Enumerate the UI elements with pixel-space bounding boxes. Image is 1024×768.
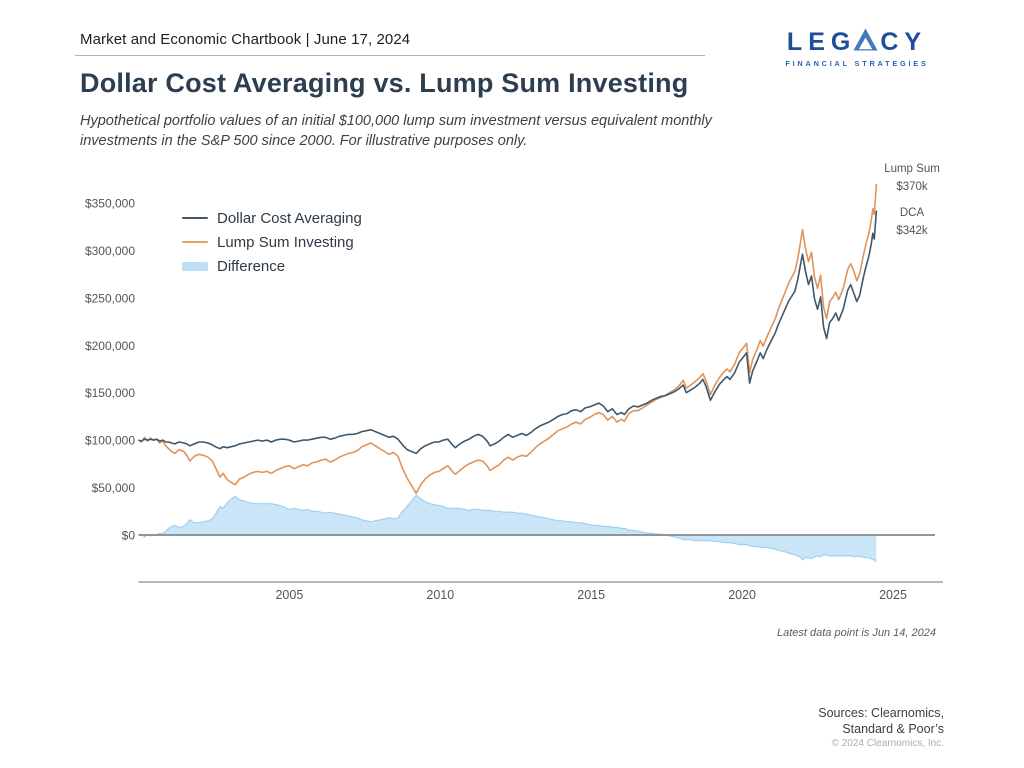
page-subtitle: Hypothetical portfolio values of an init…: [80, 113, 712, 149]
y-axis-label: $300,000: [85, 244, 135, 258]
dca-line: [138, 210, 878, 455]
page-title: Dollar Cost Averaging vs. Lump Sum Inves…: [80, 68, 689, 98]
latest-data-note: Latest data point is Jun 14, 2024: [776, 627, 936, 639]
x-axis-label: 2015: [577, 588, 605, 602]
chart-canvas: $350,000 $300,000 $250,000 $200,000 $150,000…: [85, 183, 943, 602]
y-axis-label: $350,000: [85, 196, 135, 210]
dca-annotation-label: DCA: [899, 207, 925, 219]
legend-item-difference: Difference: [182, 254, 362, 278]
logo-wordmark: LEG CY: [781, 28, 933, 56]
y-axis-label: $200,000: [85, 339, 135, 353]
difference-edge: [138, 494, 877, 563]
logo-text-end: CY: [880, 27, 928, 56]
legend-label: Difference: [217, 257, 286, 275]
lump-sum-annotation-label: Lump Sum: [884, 163, 940, 175]
legend-item-dca: Dollar Cost Averaging: [182, 206, 362, 230]
y-axis-label: $150,000: [85, 386, 135, 400]
difference-area-swatch: [182, 261, 208, 271]
lump-sum-line: [138, 183, 878, 495]
copyright-text: © 2024 Clearnomics, Inc.: [831, 738, 944, 749]
sources-text: Sources: Clearnomics, Standard & Poor’s: [700, 705, 944, 737]
sources-line2: Standard & Poor’s: [842, 722, 944, 736]
difference-area: [138, 495, 877, 562]
lump-sum-annotation-value: $370k: [896, 180, 928, 193]
header-divider: [75, 55, 705, 56]
chart-legend: Dollar Cost Averaging Lump Sum Investing…: [182, 206, 362, 278]
legend-item-lump-sum: Lump Sum Investing: [182, 230, 362, 254]
logo-triangle-icon: [853, 28, 878, 56]
lump-sum-annotation: Lump Sum $370k: [874, 161, 950, 197]
legend-label: Lump Sum Investing: [217, 233, 354, 251]
x-axis-label: 2020: [728, 588, 756, 602]
legacy-logo: LEG CY FINANCIAL STRATEGIES: [781, 28, 933, 68]
y-axis-label: $0: [122, 529, 136, 543]
y-axis-label: $50,000: [92, 481, 136, 495]
lump-sum-line-swatch: [182, 240, 208, 244]
legend-label: Dollar Cost Averaging: [217, 209, 362, 227]
dca-annotation: DCA $342k: [874, 205, 950, 241]
dca-line-swatch: [182, 216, 208, 220]
x-axis-label: 2010: [426, 588, 454, 602]
y-axis-label: $100,000: [85, 434, 135, 448]
x-axis-label: 2025: [879, 588, 907, 602]
x-axis-label: 2005: [275, 588, 303, 602]
logo-tagline: FINANCIAL STRATEGIES: [785, 59, 929, 68]
dca-annotation-value: $342k: [896, 224, 928, 237]
sources-line1: Sources: Clearnomics,: [818, 706, 944, 720]
chartbook-header: Market and Economic Chartbook | June 17,…: [80, 31, 411, 48]
logo-text-start: LEG: [786, 27, 857, 56]
y-axis-label: $250,000: [85, 291, 135, 305]
